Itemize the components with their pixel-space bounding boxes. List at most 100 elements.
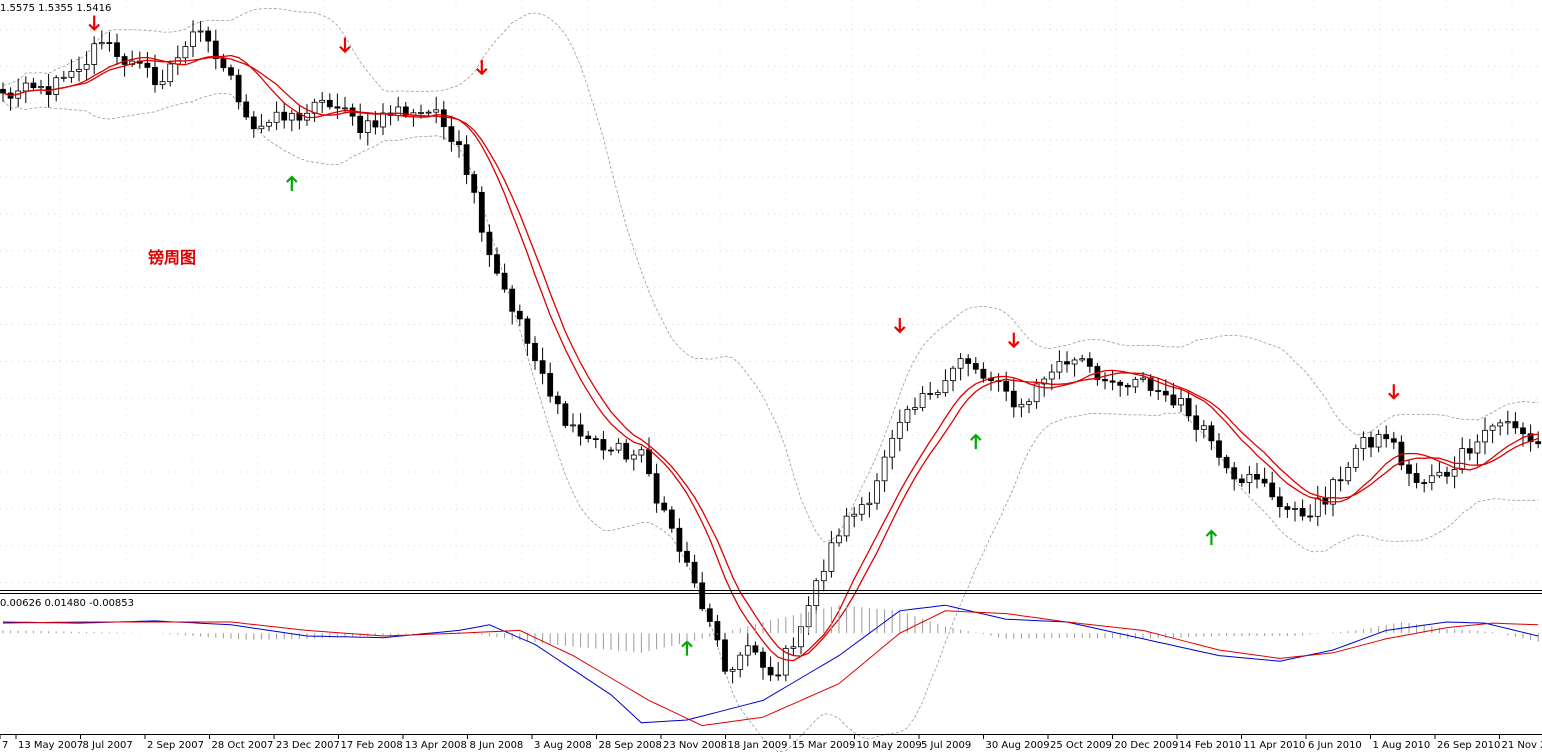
x-tick-label: 28 Oct 2007	[212, 740, 274, 751]
candle-body	[494, 254, 500, 274]
bollinger-bands	[2, 7, 1539, 752]
candle-body	[1345, 466, 1352, 482]
candle-body	[1033, 383, 1040, 403]
candle-body	[699, 582, 706, 610]
candle-body	[448, 126, 455, 142]
x-tick-label: 5 Jul 2009	[921, 740, 971, 751]
x-tick-label: 30 Aug 2009	[986, 740, 1050, 751]
candle-body	[1474, 441, 1481, 454]
candle-body	[1216, 440, 1222, 458]
candle-body	[760, 651, 766, 668]
candle-body	[1178, 398, 1184, 406]
candle-body	[950, 367, 956, 382]
candle-body	[1276, 496, 1283, 508]
candle-body	[1451, 469, 1458, 477]
x-tick-label: 21 Nov 2010	[1502, 740, 1542, 751]
x-tick-label: 6 Jun 2010	[1308, 740, 1362, 751]
price-header-values: 1.5575 1.5355 1.5416	[0, 3, 111, 14]
candle-body	[904, 408, 911, 423]
candle-body	[1003, 380, 1010, 392]
candle-body	[205, 30, 212, 42]
candle-body	[456, 141, 462, 146]
x-tick-label: 20 Dec 2009	[1115, 740, 1179, 751]
candle-body	[646, 449, 652, 475]
candle-body	[235, 74, 242, 103]
x-tick-label: 13 Apr 2008	[405, 740, 467, 751]
candle-body	[1337, 479, 1344, 482]
candle-body	[843, 515, 850, 537]
candle-body	[1109, 380, 1116, 383]
candle-body	[1360, 437, 1367, 449]
candle-body	[1368, 437, 1374, 448]
oscillator-panel	[2, 604, 1539, 727]
candle-body	[615, 442, 622, 451]
candle-body	[630, 454, 637, 460]
candlesticks	[0, 20, 1542, 684]
candle-body	[524, 318, 531, 344]
candle-body	[167, 63, 174, 83]
candle-body	[68, 70, 75, 78]
sell-arrow-icon	[88, 15, 100, 32]
candle-body	[471, 174, 478, 193]
candle-body	[676, 527, 683, 552]
candle-body	[1200, 425, 1207, 430]
x-tick-label: 10 May 2009	[857, 740, 922, 751]
candle-body	[1140, 377, 1146, 380]
candle-body	[1269, 482, 1276, 498]
candle-body	[714, 621, 721, 641]
candle-body	[820, 570, 827, 582]
candle-body	[1330, 479, 1336, 505]
x-tick-label: 23 Dec 2007	[276, 740, 340, 751]
candle-body	[828, 542, 835, 572]
candle-body	[972, 363, 979, 370]
candle-body	[919, 393, 926, 409]
x-tick-label: 3 Aug 2008	[534, 740, 592, 751]
candle-body	[1520, 427, 1526, 435]
candle-body	[608, 449, 614, 452]
candle-body	[152, 67, 158, 86]
candle-body	[91, 43, 98, 65]
candle-body	[1504, 421, 1511, 424]
candle-body	[364, 120, 371, 133]
candle-body	[722, 639, 728, 672]
candle-body	[182, 46, 189, 59]
candle-body	[1413, 472, 1420, 483]
candle-body	[53, 77, 60, 95]
candle-body	[858, 504, 865, 515]
candle-body	[1375, 434, 1382, 448]
candle-body	[144, 62, 151, 68]
chart-frame	[0, 590, 1542, 735]
candle-body	[509, 288, 516, 312]
candle-body	[577, 424, 584, 437]
candle-body	[22, 82, 29, 92]
bollinger-upper	[2, 7, 1539, 543]
bollinger-lower	[2, 92, 1539, 752]
candle-body	[486, 231, 493, 256]
candle-body	[1314, 497, 1321, 517]
candle-body	[706, 608, 713, 622]
candle-body	[1208, 425, 1215, 442]
candle-body	[1406, 464, 1412, 474]
candle-body	[1064, 361, 1070, 365]
candle-body	[1307, 515, 1314, 518]
candle-body	[851, 513, 858, 517]
buy-arrow-icon	[286, 175, 298, 191]
candle-body	[418, 112, 424, 114]
candle-body	[1261, 478, 1268, 484]
moving-average-line	[2, 54, 1539, 662]
candle-body	[927, 393, 934, 395]
candle-body	[1071, 359, 1078, 365]
signal-arrows	[88, 15, 1400, 656]
candle-body	[38, 86, 44, 89]
candle-body	[1292, 508, 1298, 510]
candle-body	[0, 88, 6, 94]
candle-body	[1512, 421, 1519, 429]
candle-body	[1444, 471, 1450, 477]
candle-body	[562, 403, 569, 426]
candle-body	[83, 64, 90, 70]
candle-body	[1162, 390, 1169, 396]
sell-arrow-icon	[476, 59, 488, 76]
candle-body	[1231, 467, 1238, 480]
candle-body	[372, 120, 379, 128]
sell-arrow-icon	[1008, 332, 1020, 349]
